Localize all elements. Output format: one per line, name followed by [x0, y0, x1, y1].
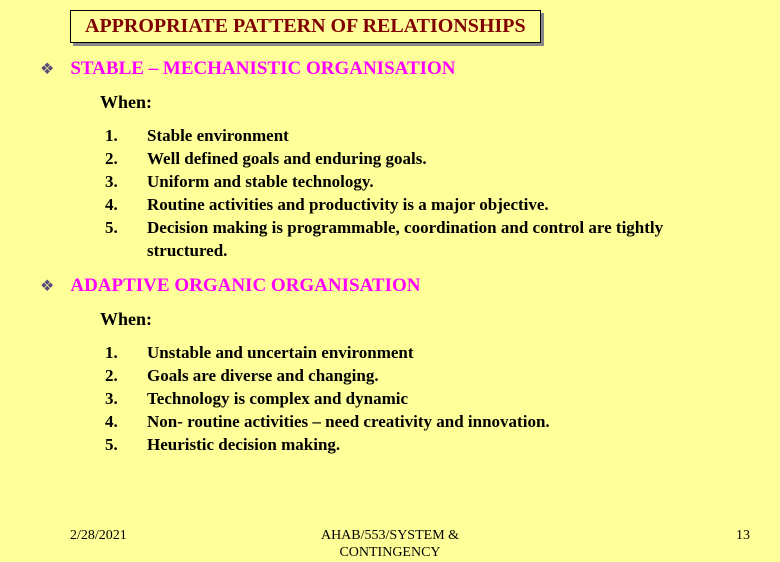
list-item: 1.Stable environment — [105, 125, 697, 148]
list-item: 2.Goals are diverse and changing. — [105, 365, 550, 388]
footer-page-number: 13 — [736, 528, 750, 544]
bullet-diamond-icon: ❖ — [40, 59, 54, 79]
section-heading: STABLE – MECHANISTIC ORGANISATION — [70, 58, 455, 80]
list-item: 3.Uniform and stable technology. — [105, 171, 697, 194]
list-item: 1.Unstable and uncertain environment — [105, 342, 550, 365]
slide-title: APPROPRIATE PATTERN OF RELATIONSHIPS — [70, 10, 541, 43]
when-label: When: — [100, 309, 550, 330]
list-item: 3.Technology is complex and dynamic — [105, 388, 550, 411]
list-item: 5.Heuristic decision making. — [105, 434, 550, 457]
list-item: 4.Routine activities and productivity is… — [105, 194, 697, 217]
list-item: 5.Decision making is programmable, coord… — [105, 217, 697, 263]
list-adaptive: 1.Unstable and uncertain environment 2.G… — [105, 342, 550, 457]
footer-center: AHAB/553/SYSTEM &CONTINGENCY — [0, 528, 780, 562]
section-adaptive: ❖ ADAPTIVE ORGANIC ORGANISATION When: 1.… — [40, 275, 550, 457]
list-item: 4.Non- routine activities – need creativ… — [105, 411, 550, 434]
list-item: 2.Well defined goals and enduring goals. — [105, 148, 697, 171]
bullet-diamond-icon: ❖ — [40, 276, 54, 296]
section-heading: ADAPTIVE ORGANIC ORGANISATION — [70, 275, 420, 297]
section-stable: ❖ STABLE – MECHANISTIC ORGANISATION When… — [40, 58, 697, 263]
when-label: When: — [100, 92, 697, 113]
list-stable: 1.Stable environment 2.Well defined goal… — [105, 125, 697, 263]
